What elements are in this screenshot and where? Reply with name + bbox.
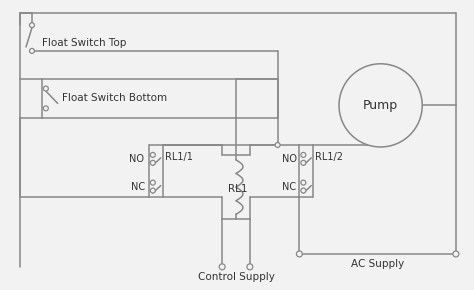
Circle shape <box>44 86 48 91</box>
Text: NC: NC <box>282 182 296 192</box>
Text: RL1/1: RL1/1 <box>164 152 192 162</box>
Text: NO: NO <box>129 154 144 164</box>
Text: AC Supply: AC Supply <box>351 259 404 269</box>
Circle shape <box>29 23 35 28</box>
Text: NC: NC <box>131 182 145 192</box>
Text: RL1: RL1 <box>228 184 248 194</box>
Circle shape <box>150 180 155 185</box>
Circle shape <box>29 48 35 53</box>
Text: Float Switch Top: Float Switch Top <box>42 38 126 48</box>
Text: Control Supply: Control Supply <box>198 272 274 282</box>
Circle shape <box>301 180 306 185</box>
Circle shape <box>301 160 306 165</box>
Circle shape <box>150 153 155 157</box>
Circle shape <box>296 251 302 257</box>
Circle shape <box>453 251 459 257</box>
Circle shape <box>44 106 48 111</box>
Circle shape <box>150 160 155 165</box>
Text: NO: NO <box>282 154 297 164</box>
Circle shape <box>301 188 306 193</box>
Circle shape <box>247 264 253 270</box>
Circle shape <box>275 142 280 148</box>
Circle shape <box>150 188 155 193</box>
Text: Pump: Pump <box>363 99 398 112</box>
Circle shape <box>339 64 422 147</box>
Text: Float Switch Bottom: Float Switch Bottom <box>62 93 167 104</box>
Text: RL1/2: RL1/2 <box>315 152 343 162</box>
Circle shape <box>219 264 225 270</box>
Circle shape <box>301 153 306 157</box>
